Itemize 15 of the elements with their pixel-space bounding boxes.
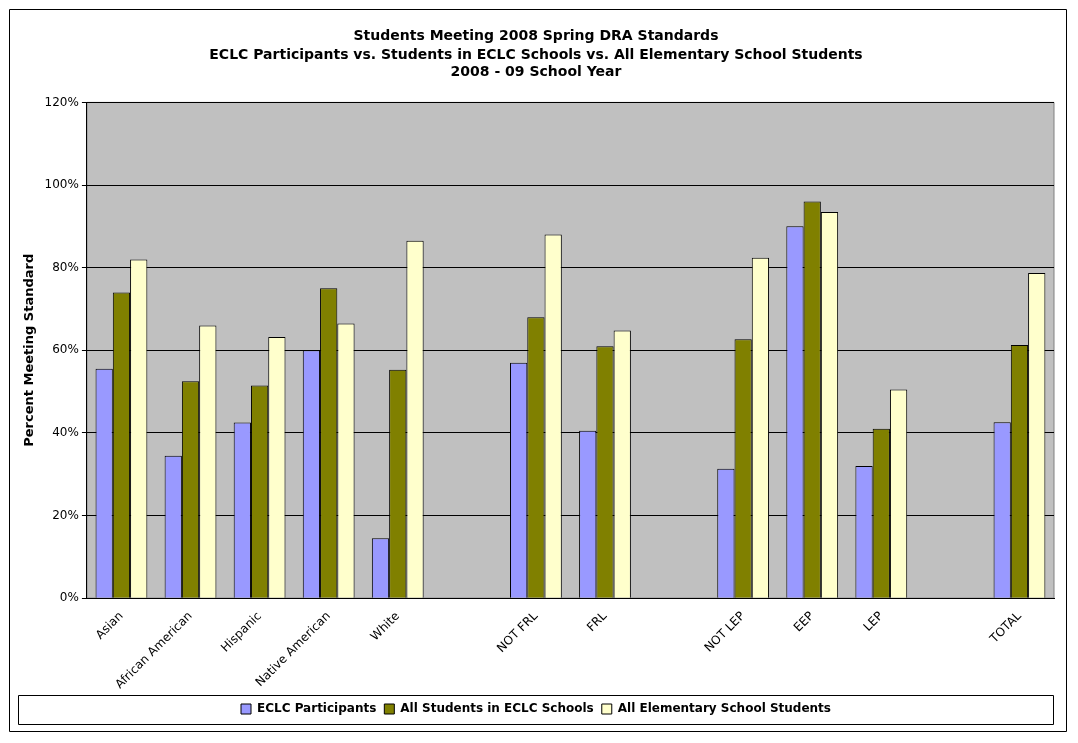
x-tick-label: LEP bbox=[860, 608, 886, 634]
y-axis-title: Percent Meeting Standard bbox=[21, 253, 37, 447]
y-tick-label: 120% bbox=[44, 94, 79, 109]
y-tick-label: 0% bbox=[59, 590, 79, 605]
legend-label: All Elementary School Students bbox=[617, 701, 831, 716]
y-tick-label: 20% bbox=[52, 507, 79, 522]
legend-label: ECLC Participants bbox=[257, 701, 377, 716]
y-tick-label: 60% bbox=[52, 342, 79, 357]
y-tick-label: 40% bbox=[52, 425, 79, 440]
legend-label: All Students in ECLC Schools bbox=[400, 701, 594, 716]
y-tick-label: 100% bbox=[44, 177, 79, 192]
x-tick-label: FRL bbox=[583, 608, 610, 635]
y-tick-label: 80% bbox=[52, 259, 79, 274]
chart-title: Students Meeting 2008 Spring DRA Standards bbox=[353, 27, 719, 44]
chart-subtitle: ECLC Participants vs. Students in ECLC Schools vs. All Elementary School Students 2008 - 09 School Year bbox=[209, 45, 863, 79]
